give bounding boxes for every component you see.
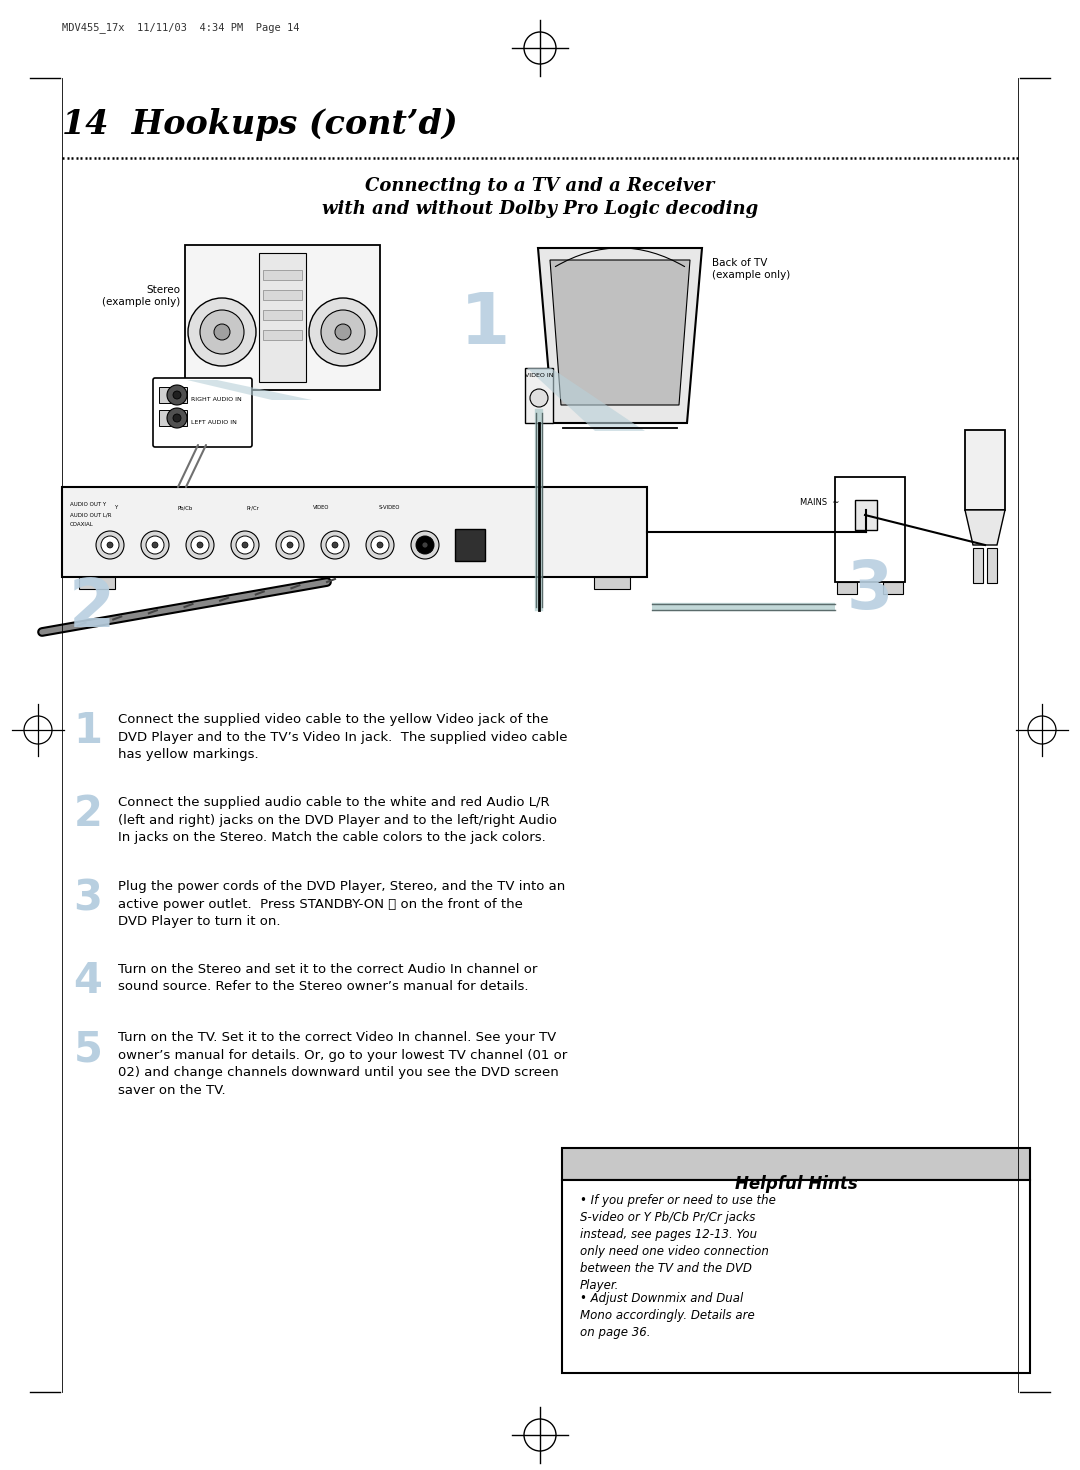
Bar	[837, 582, 858, 594]
Bar	[525, 368, 553, 423]
Text: 14  Hookups (cont’d): 14 Hookups (cont’d)	[62, 107, 458, 141]
Circle shape	[372, 537, 389, 554]
Circle shape	[167, 385, 187, 406]
Circle shape	[335, 323, 351, 340]
Circle shape	[411, 531, 438, 559]
Circle shape	[416, 537, 434, 554]
FancyBboxPatch shape	[153, 378, 252, 447]
Text: Back of TV
(example only): Back of TV (example only)	[712, 259, 791, 279]
Bar	[159, 387, 187, 403]
FancyBboxPatch shape	[62, 487, 647, 578]
Circle shape	[237, 537, 254, 554]
Bar	[185, 245, 380, 390]
Circle shape	[231, 531, 259, 559]
Text: Stereo
(example only): Stereo (example only)	[102, 285, 180, 307]
Text: 1: 1	[73, 710, 103, 753]
Circle shape	[173, 415, 181, 422]
Text: Connect the supplied audio cable to the white and red Audio L/R
(left and right): Connect the supplied audio cable to the …	[118, 795, 557, 844]
Text: Y: Y	[116, 506, 119, 510]
Bar	[264, 270, 302, 279]
Circle shape	[287, 542, 293, 548]
Text: with and without Dolby Pro Logic decoding: with and without Dolby Pro Logic decodin…	[322, 200, 758, 218]
Text: AUDIO OUT Y: AUDIO OUT Y	[70, 501, 106, 507]
Polygon shape	[187, 381, 312, 400]
Circle shape	[102, 537, 119, 554]
Text: 3: 3	[847, 557, 893, 623]
Text: Pr/Cr: Pr/Cr	[246, 506, 259, 510]
Polygon shape	[966, 510, 1005, 545]
Bar	[264, 290, 302, 300]
Bar	[594, 578, 630, 589]
Circle shape	[200, 310, 244, 354]
Circle shape	[173, 391, 181, 398]
Text: AUDIO OUT L/R: AUDIO OUT L/R	[70, 512, 111, 517]
Bar	[562, 1180, 1030, 1373]
Text: RIGHT AUDIO IN: RIGHT AUDIO IN	[191, 397, 242, 401]
Circle shape	[309, 298, 377, 366]
Circle shape	[377, 542, 383, 548]
Circle shape	[321, 310, 365, 354]
Polygon shape	[527, 368, 645, 431]
Bar	[987, 548, 997, 584]
Circle shape	[141, 531, 168, 559]
Text: 4: 4	[73, 960, 103, 1003]
Circle shape	[366, 531, 394, 559]
Bar	[259, 253, 306, 382]
Polygon shape	[550, 260, 690, 406]
Text: 3: 3	[73, 878, 103, 919]
Text: Plug the power cords of the DVD Player, Stereo, and the TV into an
active power : Plug the power cords of the DVD Player, …	[118, 881, 565, 928]
Circle shape	[281, 537, 299, 554]
Text: VIDEO IN: VIDEO IN	[525, 373, 553, 378]
Circle shape	[422, 542, 428, 548]
Text: COAXIAL: COAXIAL	[70, 522, 94, 528]
Bar	[562, 1148, 1030, 1180]
Text: Helpful Hints: Helpful Hints	[734, 1175, 858, 1194]
Circle shape	[152, 542, 158, 548]
Circle shape	[191, 537, 210, 554]
Text: 2: 2	[69, 575, 116, 641]
Text: S-VIDEO: S-VIDEO	[378, 506, 400, 510]
Circle shape	[214, 323, 230, 340]
Text: LEFT AUDIO IN: LEFT AUDIO IN	[191, 419, 237, 425]
Circle shape	[326, 537, 345, 554]
Text: MDV455_17x  11/11/03  4:34 PM  Page 14: MDV455_17x 11/11/03 4:34 PM Page 14	[62, 22, 299, 32]
Circle shape	[146, 537, 164, 554]
Circle shape	[276, 531, 303, 559]
Text: Turn on the Stereo and set it to the correct Audio In channel or
sound source. R: Turn on the Stereo and set it to the cor…	[118, 963, 538, 994]
Text: • Adjust Downmix and Dual
Mono accordingly. Details are
on page 36.: • Adjust Downmix and Dual Mono according…	[580, 1292, 755, 1339]
Text: 1: 1	[460, 290, 510, 359]
Circle shape	[530, 390, 548, 407]
Bar	[966, 431, 1005, 510]
Text: Connecting to a TV and a Receiver: Connecting to a TV and a Receiver	[365, 176, 715, 196]
Bar	[883, 582, 903, 594]
Bar	[455, 529, 485, 562]
Circle shape	[321, 531, 349, 559]
Text: Turn on the TV. Set it to the correct Video In channel. See your TV
owner’s manu: Turn on the TV. Set it to the correct Vi…	[118, 1030, 567, 1097]
Text: Connect the supplied video cable to the yellow Video jack of the
DVD Player and : Connect the supplied video cable to the …	[118, 713, 567, 761]
Text: Pb/Cb: Pb/Cb	[177, 506, 192, 510]
Text: 2: 2	[73, 792, 103, 835]
Bar	[159, 410, 187, 426]
Bar	[973, 548, 983, 584]
Circle shape	[188, 298, 256, 366]
Circle shape	[197, 542, 203, 548]
Text: MAINS  ~: MAINS ~	[800, 498, 839, 507]
Circle shape	[332, 542, 338, 548]
Text: VIDEO: VIDEO	[313, 506, 329, 510]
Circle shape	[107, 542, 113, 548]
Circle shape	[186, 531, 214, 559]
Circle shape	[167, 409, 187, 428]
Circle shape	[96, 531, 124, 559]
Circle shape	[242, 542, 248, 548]
Text: • If you prefer or need to use the
S-video or Y Pb/Cb Pr/Cr jacks
instead, see p: • If you prefer or need to use the S-vid…	[580, 1194, 775, 1292]
Bar	[264, 329, 302, 340]
Bar	[855, 500, 877, 531]
Text: 5: 5	[73, 1028, 103, 1070]
Bar	[79, 578, 114, 589]
Bar	[835, 476, 905, 582]
Polygon shape	[538, 248, 702, 423]
Bar	[264, 310, 302, 320]
